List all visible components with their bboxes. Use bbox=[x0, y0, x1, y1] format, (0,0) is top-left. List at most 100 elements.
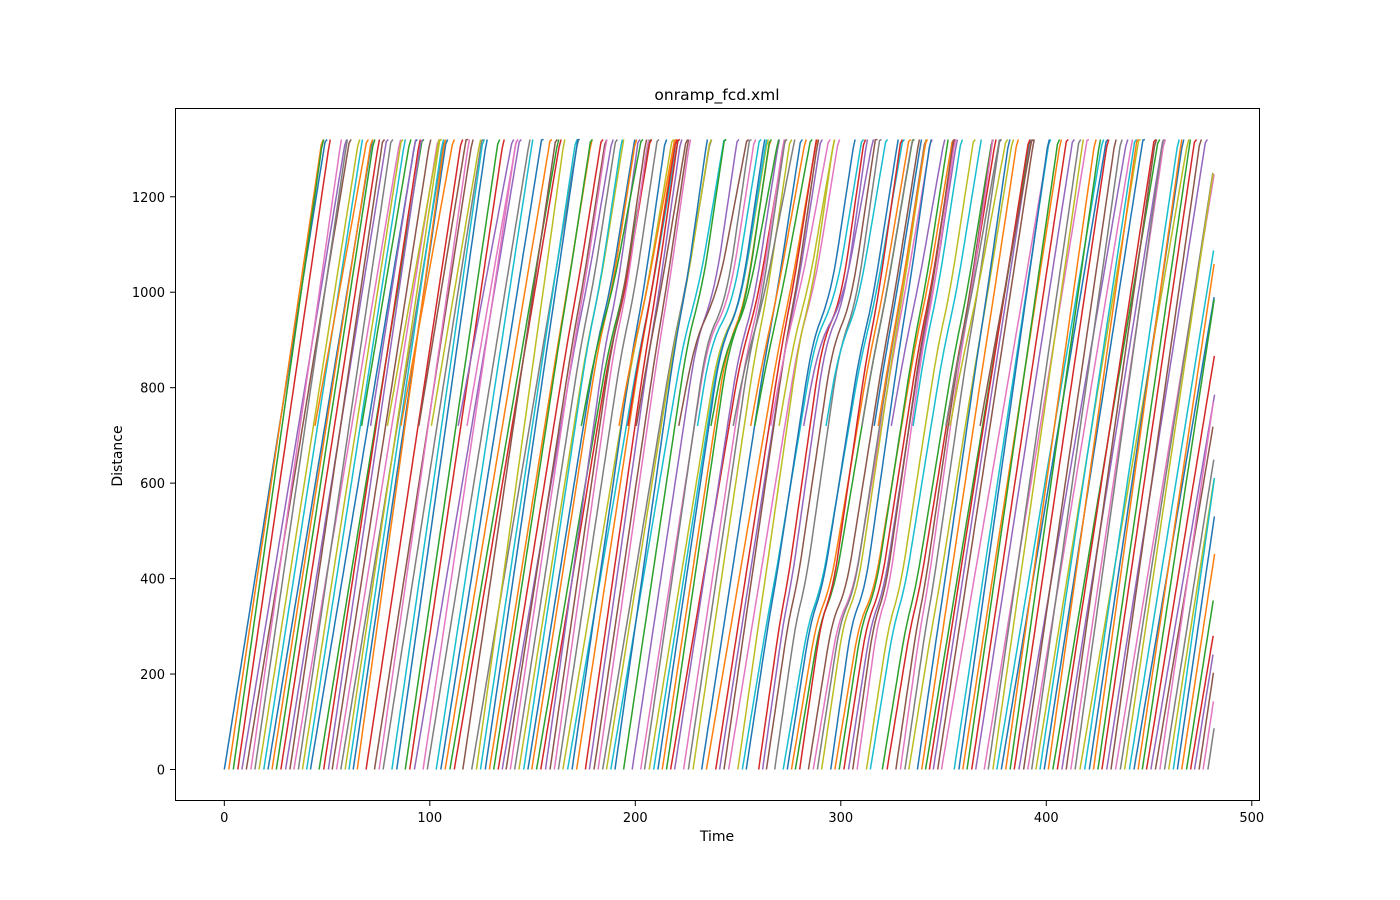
vehicle-trajectory bbox=[1189, 635, 1214, 770]
vehicle-trajectory bbox=[877, 139, 929, 427]
vehicle-trajectory bbox=[710, 139, 780, 427]
vehicle-trajectory bbox=[614, 139, 709, 770]
vehicle-trajectory bbox=[974, 139, 1076, 770]
vehicle-trajectory bbox=[1009, 139, 1102, 770]
vehicle-trajectory bbox=[258, 139, 361, 770]
vehicle-trajectory bbox=[1110, 139, 1203, 770]
vehicle-trajectory bbox=[865, 139, 976, 770]
x-tick-label: 200 bbox=[623, 811, 648, 826]
x-axis: 0 100 200 300 400 500 bbox=[220, 801, 1264, 826]
vehicle-trajectory bbox=[1056, 138, 1157, 770]
vehicle-trajectory bbox=[1198, 672, 1215, 770]
y-tick-label: 600 bbox=[140, 477, 165, 492]
vehicle-trajectory bbox=[241, 139, 348, 770]
vehicle-trajectory bbox=[687, 138, 788, 770]
vehicle-trajectory bbox=[509, 139, 608, 770]
vehicle-trajectory bbox=[682, 139, 786, 770]
vehicle-trajectory bbox=[1004, 139, 1097, 770]
vehicle-trajectory bbox=[457, 139, 515, 427]
vehicle-trajectory bbox=[1207, 728, 1215, 770]
x-axis-label: Time bbox=[699, 829, 734, 845]
vehicle-trajectory bbox=[825, 139, 889, 427]
vehicle-trajectory bbox=[254, 139, 349, 770]
vehicle-trajectory bbox=[908, 139, 1015, 770]
vehicle-trajectory bbox=[404, 139, 501, 770]
vehicle-trajectory bbox=[435, 139, 534, 770]
vehicle-trajectory bbox=[501, 139, 614, 770]
vehicle-trajectory bbox=[812, 139, 934, 770]
vehicle-trajectory bbox=[544, 139, 641, 770]
vehicle-trajectory bbox=[962, 139, 1063, 770]
vehicle-trajectory bbox=[344, 138, 442, 770]
vehicle-trajectory bbox=[920, 139, 1020, 770]
vehicle-trajectory bbox=[773, 138, 882, 770]
vehicle-trajectory bbox=[271, 139, 374, 770]
vehicle-trajectory bbox=[890, 139, 946, 427]
vehicle-trajectory bbox=[562, 139, 675, 770]
vehicle-trajectory bbox=[765, 138, 878, 770]
vehicle-trajectory bbox=[1193, 654, 1214, 770]
vehicle-trajectory bbox=[527, 139, 636, 770]
vehicle-trajectory bbox=[745, 139, 856, 770]
vehicle-trajectory bbox=[732, 139, 796, 427]
vehicle-trajectory bbox=[798, 139, 904, 770]
vehicle-trajectory bbox=[505, 139, 608, 770]
vehicle-trajectory bbox=[979, 138, 1035, 427]
vehicle-trajectory bbox=[928, 139, 1031, 770]
vehicle-trajectory bbox=[610, 138, 727, 770]
vehicle-trajectory bbox=[987, 139, 1082, 770]
vehicle-trajectory bbox=[250, 139, 343, 770]
vehicle-trajectory bbox=[1176, 516, 1216, 770]
x-tick-label: 0 bbox=[220, 811, 228, 826]
vehicle-trajectory bbox=[531, 139, 638, 770]
y-axis: 0 200 400 600 800 1000 1200 bbox=[132, 191, 175, 779]
vehicle-trajectory bbox=[1018, 139, 1129, 770]
vehicle-trajectory bbox=[280, 139, 381, 770]
vehicle-trajectory bbox=[718, 139, 823, 770]
vehicle-trajectory bbox=[1039, 139, 1138, 770]
vehicle-trajectory bbox=[757, 139, 867, 770]
vehicle-trajectory bbox=[727, 139, 841, 770]
vehicle-trajectory bbox=[571, 139, 668, 770]
vehicle-trajectory bbox=[1061, 138, 1166, 770]
y-tick-label: 0 bbox=[157, 764, 165, 779]
vehicle-trajectory bbox=[1180, 553, 1216, 770]
vehicle-trajectory bbox=[1172, 477, 1216, 770]
vehicle-trajectory bbox=[588, 139, 683, 770]
vehicle-trajectory bbox=[301, 138, 404, 770]
vehicle-trajectory bbox=[492, 139, 593, 770]
vehicle-trajectory bbox=[966, 139, 1061, 770]
vehicle-trajectory bbox=[749, 139, 807, 427]
vehicle-trajectory bbox=[631, 139, 740, 770]
vehicle-trajectory bbox=[475, 139, 566, 770]
vehicle-trajectory bbox=[331, 139, 432, 770]
vehicle-trajectory bbox=[386, 138, 442, 427]
vehicle-trajectory bbox=[1150, 394, 1216, 770]
vehicle-trajectory bbox=[673, 139, 781, 770]
vehicle-trajectory bbox=[769, 139, 831, 427]
vehicle-trajectory bbox=[453, 139, 562, 770]
vehicle-trajectory bbox=[802, 139, 875, 427]
vehicle-trajectory bbox=[737, 139, 836, 770]
vehicle-trajectory bbox=[1202, 701, 1215, 770]
vehicle-trajectory bbox=[322, 139, 422, 770]
x-tick-label: 500 bbox=[1239, 811, 1264, 826]
vehicle-trajectory bbox=[778, 139, 836, 427]
vehicle-trajectory bbox=[305, 139, 407, 770]
vehicle-trajectory bbox=[940, 139, 1052, 770]
vehicle-trajectory bbox=[869, 139, 983, 770]
vehicle-trajectory bbox=[856, 139, 957, 770]
vehicle-trajectory bbox=[1097, 139, 1192, 770]
vehicle-trajectory bbox=[861, 139, 914, 427]
vehicle-trajectory bbox=[228, 139, 325, 770]
vehicle-trajectory bbox=[904, 139, 1003, 770]
vehicle-trajectory bbox=[741, 139, 865, 770]
vehicle-trajectory bbox=[657, 139, 766, 770]
vehicle-trajectory bbox=[369, 139, 417, 427]
vehicle-trajectory bbox=[391, 139, 486, 770]
vehicle-trajectory bbox=[327, 139, 424, 770]
vehicle-trajectory bbox=[289, 139, 386, 770]
vehicle-trajectory bbox=[418, 138, 469, 427]
vehicle-trajectory bbox=[378, 139, 471, 770]
vehicle-trajectory bbox=[275, 139, 376, 770]
